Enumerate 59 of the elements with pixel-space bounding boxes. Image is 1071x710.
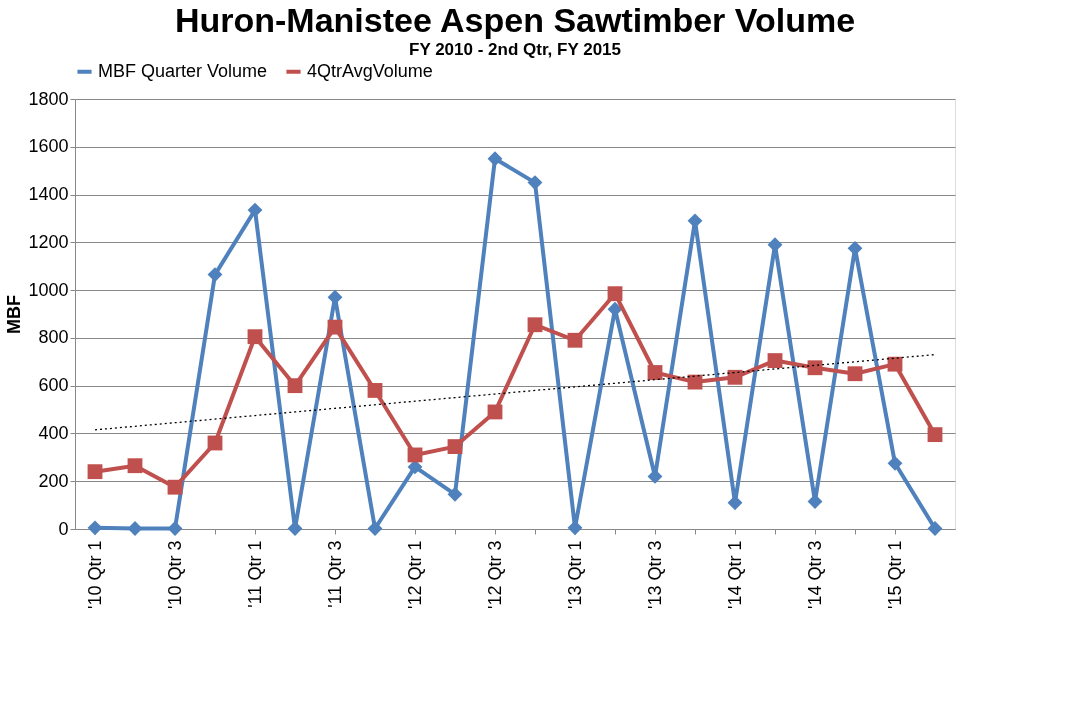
- x-tick-label: '15 Qtr 1: [884, 540, 905, 609]
- point: [927, 427, 943, 443]
- point: [287, 378, 303, 394]
- x-tick-label: '12 Qtr 1: [404, 540, 425, 609]
- point: [87, 520, 103, 536]
- point: [447, 439, 463, 454]
- x-tick-label: '11 Qtr 1: [244, 540, 265, 608]
- x-tick-label: '13 Qtr 1: [564, 540, 585, 609]
- x-tick-label: '13 Qtr 3: [644, 540, 665, 609]
- point: [727, 495, 743, 511]
- point: [527, 317, 543, 333]
- y-tick-label: 600: [38, 375, 69, 396]
- point: [767, 353, 783, 368]
- point: [887, 356, 903, 372]
- point: [367, 521, 383, 536]
- point: [607, 286, 623, 302]
- point: [807, 360, 823, 376]
- point: [847, 240, 863, 256]
- x-tick-label: '10 Qtr 3: [164, 540, 185, 609]
- x-tick-label: '14 Qtr 1: [724, 540, 745, 609]
- point: [647, 365, 663, 380]
- point: [567, 332, 583, 348]
- line-series: [94, 353, 936, 431]
- point: [527, 175, 543, 191]
- point: [167, 521, 183, 536]
- point: [847, 366, 863, 382]
- point: [727, 369, 743, 385]
- point: [887, 455, 903, 471]
- y-tick-label: 0: [58, 518, 69, 539]
- point: [247, 329, 263, 345]
- point: [327, 319, 343, 335]
- point: [487, 151, 503, 167]
- point: [127, 458, 143, 474]
- y-tick-label: 200: [38, 470, 69, 491]
- y-tick-label: 1800: [28, 88, 69, 109]
- y-tick-label: 1600: [28, 136, 69, 157]
- point: [367, 383, 383, 398]
- x-tick-label: '12 Qtr 3: [484, 540, 505, 609]
- point: [447, 486, 463, 502]
- chart-subtitle: FY 2010 - 2nd Qtr, FY 2015: [409, 40, 621, 59]
- point: [167, 479, 183, 495]
- point: [127, 521, 143, 536]
- y-axis-title: MBF: [4, 295, 25, 334]
- x-tick-label: '10 Qtr 1: [84, 540, 105, 609]
- legend-label: MBF Quarter Volume: [98, 60, 268, 81]
- legend-label: 4QtrAvgVolume: [307, 60, 433, 81]
- y-tick-label: 1000: [28, 279, 69, 300]
- x-tick-label: '11 Qtr 3: [324, 540, 345, 608]
- point: [247, 202, 263, 218]
- point: [567, 520, 583, 536]
- x-tick-label: '14 Qtr 3: [804, 540, 825, 609]
- point: [287, 521, 303, 536]
- chart-title: Huron-Manistee Aspen Sawtimber Volume: [174, 1, 856, 39]
- y-tick-label: 400: [38, 422, 69, 443]
- y-tick-label: 1200: [28, 231, 69, 252]
- y-tick-label: 800: [38, 327, 69, 348]
- point: [927, 521, 943, 536]
- point: [87, 464, 103, 480]
- y-tick-label: 1400: [28, 184, 69, 205]
